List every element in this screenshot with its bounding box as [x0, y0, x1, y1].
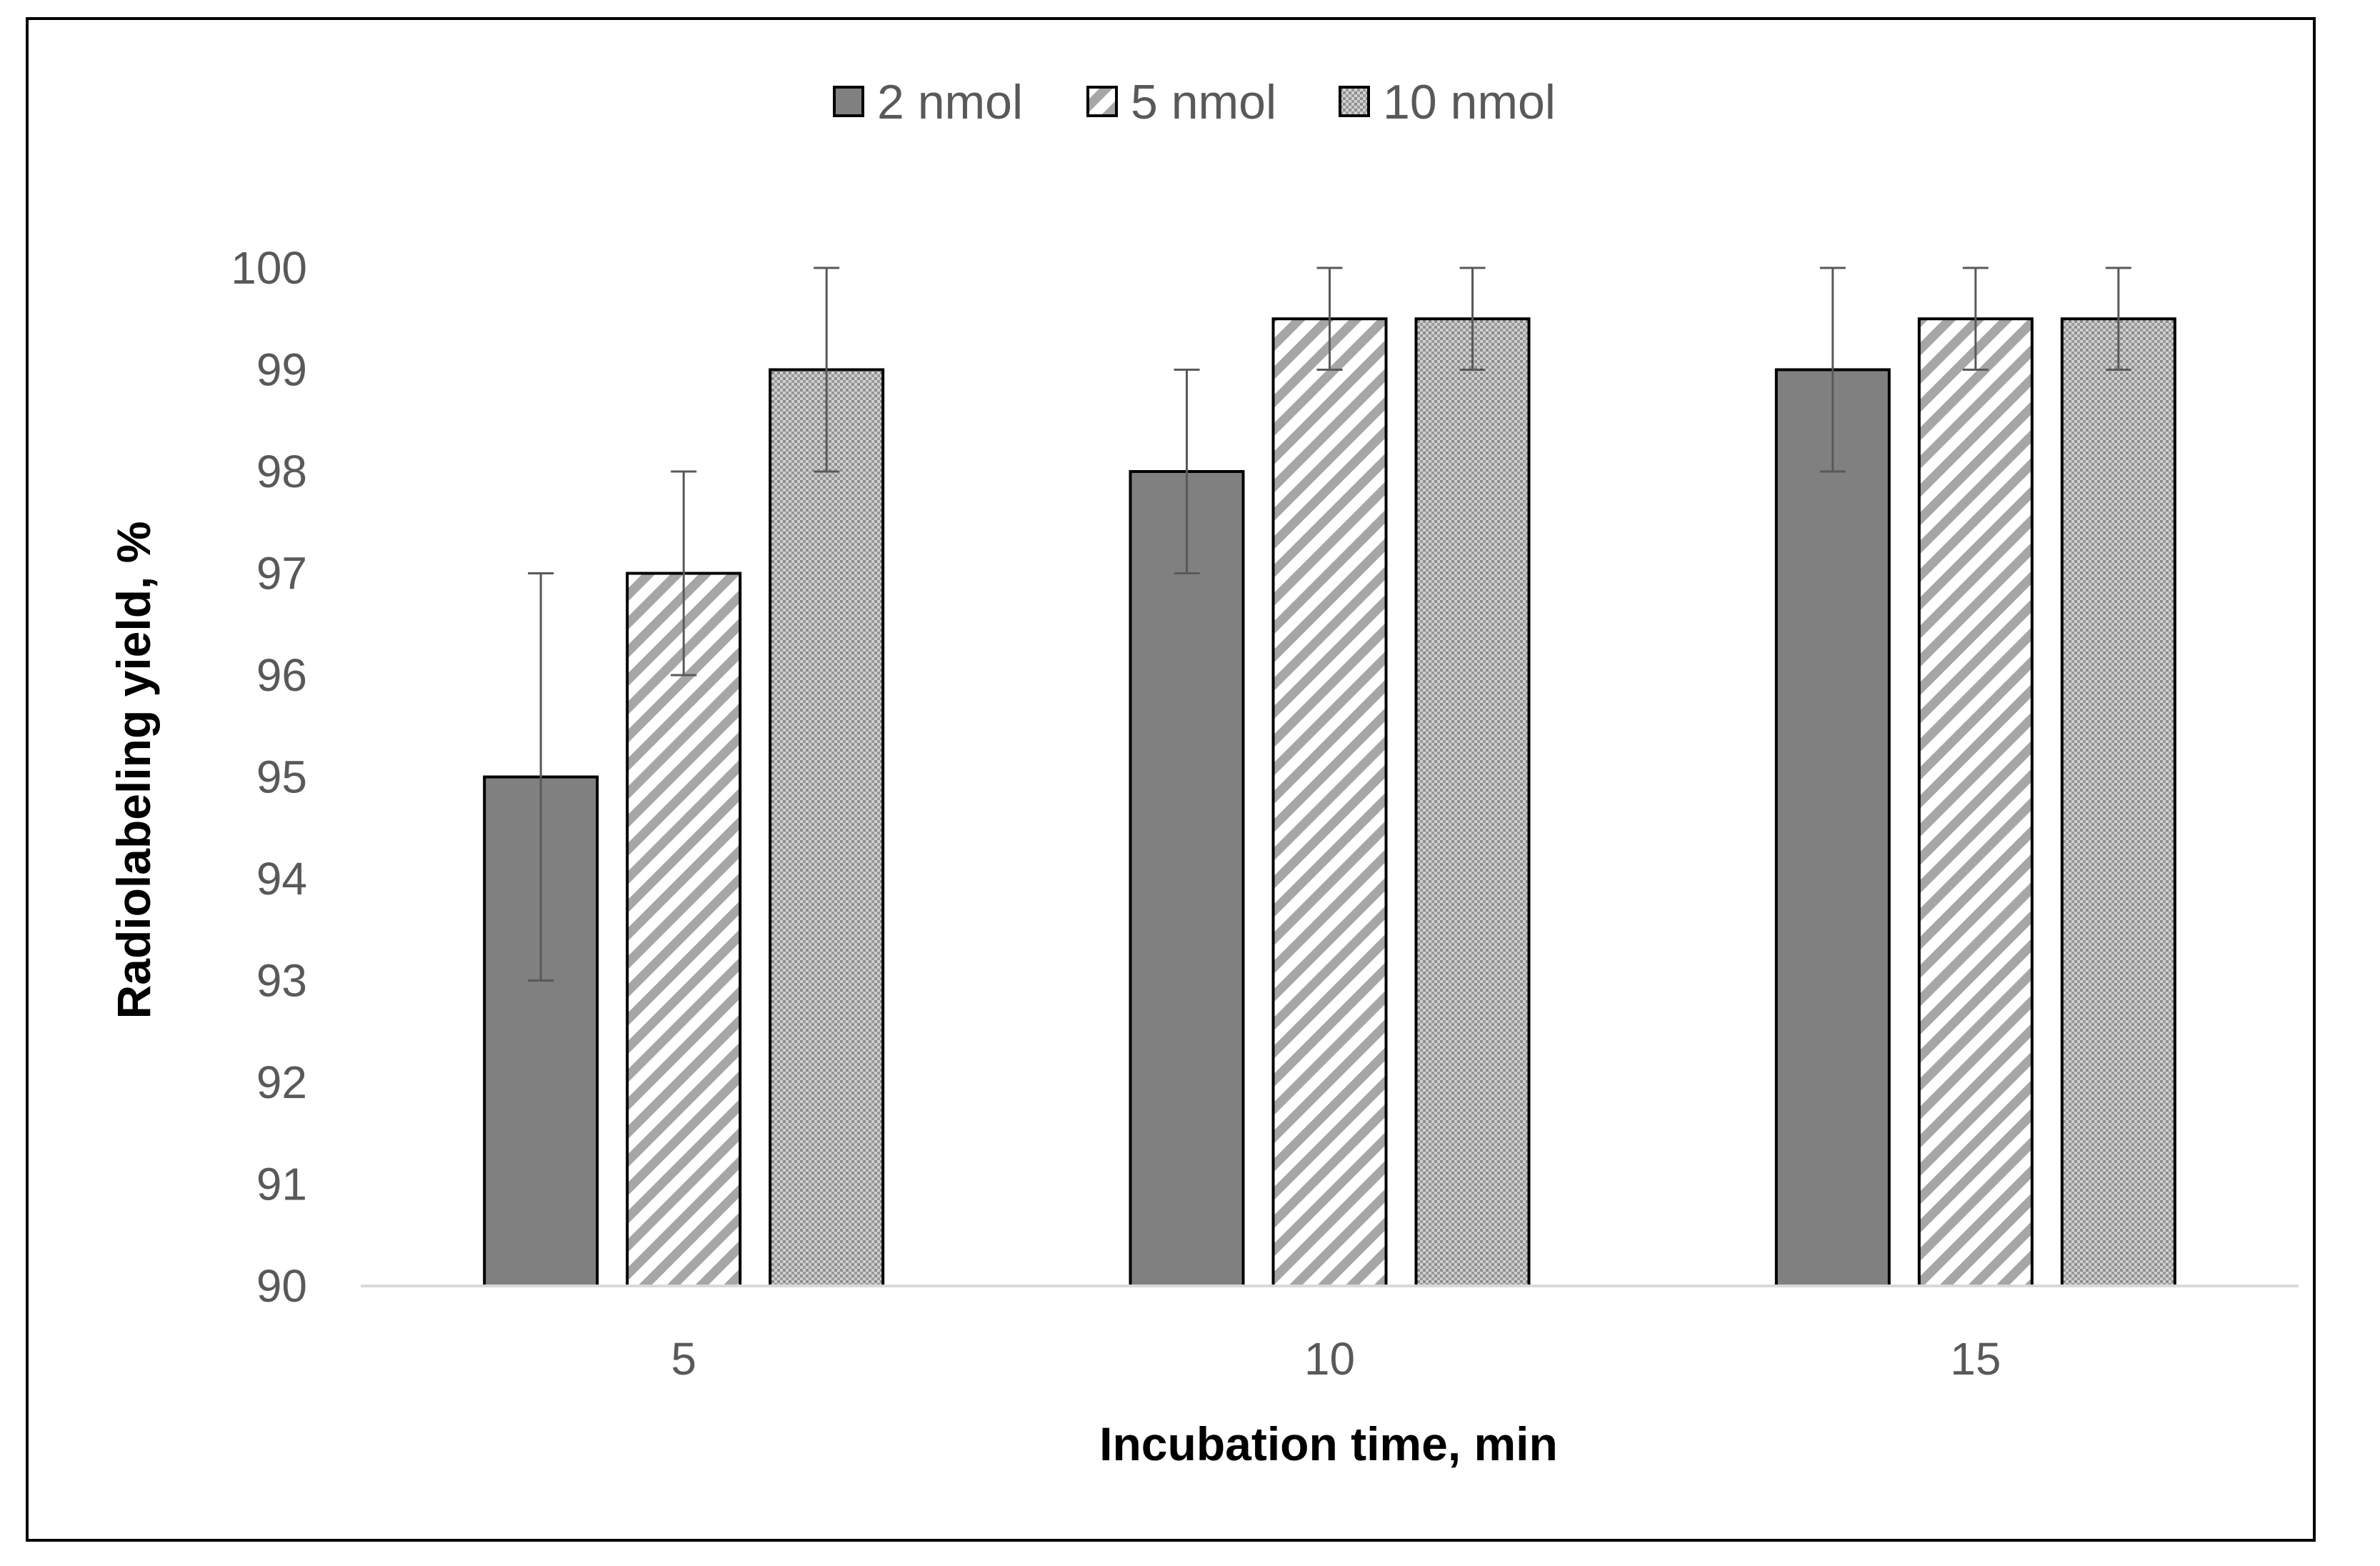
error-bars — [528, 266, 2131, 982]
bar-2-nmol-10min — [1129, 470, 1245, 1287]
y-axis-title: Radiolabeling yield, % — [107, 522, 160, 1019]
y-axis-ticks: 90 91 92 93 94 95 96 97 98 99 100 — [231, 242, 307, 1312]
bar-5-nmol-10min — [1271, 317, 1388, 1287]
legend: 2 nmol 5 nmol 10 nmol — [833, 75, 1556, 129]
y-tick-label: 91 — [256, 1159, 307, 1210]
error-bar-5-nmol-15min — [1962, 266, 1989, 371]
y-tick-label: 97 — [256, 548, 307, 599]
error-bar-2-nmol-10min — [1174, 369, 1200, 574]
error-bar-10-nmol-15min — [2105, 266, 2131, 371]
y-tick-label: 98 — [256, 446, 307, 497]
y-tick-label: 92 — [256, 1057, 307, 1108]
legend-label: 5 nmol — [1131, 75, 1276, 129]
legend-swatch — [1339, 86, 1370, 117]
bar-10-nmol-5min — [769, 368, 885, 1287]
x-axis-ticks: 5 10 15 — [671, 1333, 2001, 1385]
legend-item-2-nmol: 2 nmol — [833, 75, 1023, 129]
error-bar-5-nmol-10min — [1316, 266, 1343, 371]
y-tick-label: 93 — [256, 955, 307, 1007]
error-bar-10-nmol-10min — [1459, 266, 1486, 371]
legend-label: 10 nmol — [1383, 75, 1556, 129]
bar-10-nmol-10min — [1414, 317, 1531, 1287]
y-tick-label: 90 — [256, 1260, 307, 1312]
legend-item-5-nmol: 5 nmol — [1086, 75, 1276, 129]
x-tick-label: 5 — [671, 1333, 696, 1385]
error-bar-10-nmol-5min — [814, 266, 840, 473]
error-bar-5-nmol-5min — [671, 470, 697, 677]
y-tick-label: 94 — [256, 853, 307, 904]
bar-5-nmol-5min — [626, 572, 742, 1287]
y-tick-label: 99 — [256, 344, 307, 396]
bar-2-nmol-15min — [1774, 368, 1891, 1287]
error-bar-2-nmol-5min — [528, 572, 554, 982]
legend-item-10-nmol: 10 nmol — [1339, 75, 1556, 129]
legend-swatch — [1086, 86, 1118, 117]
x-tick-label: 15 — [1950, 1333, 2001, 1385]
legend-swatch — [833, 86, 864, 117]
x-axis-title: Incubation time, min — [1099, 1417, 1558, 1470]
error-bar-2-nmol-15min — [1819, 266, 1846, 473]
y-tick-label: 95 — [256, 752, 307, 803]
y-tick-label: 96 — [256, 649, 307, 701]
y-tick-label: 100 — [231, 242, 307, 294]
bars — [483, 317, 2176, 1287]
legend-label: 2 nmol — [877, 75, 1023, 129]
bar-5-nmol-15min — [1917, 317, 2034, 1287]
x-tick-label: 10 — [1304, 1333, 1355, 1385]
bar-10-nmol-15min — [2060, 317, 2176, 1287]
